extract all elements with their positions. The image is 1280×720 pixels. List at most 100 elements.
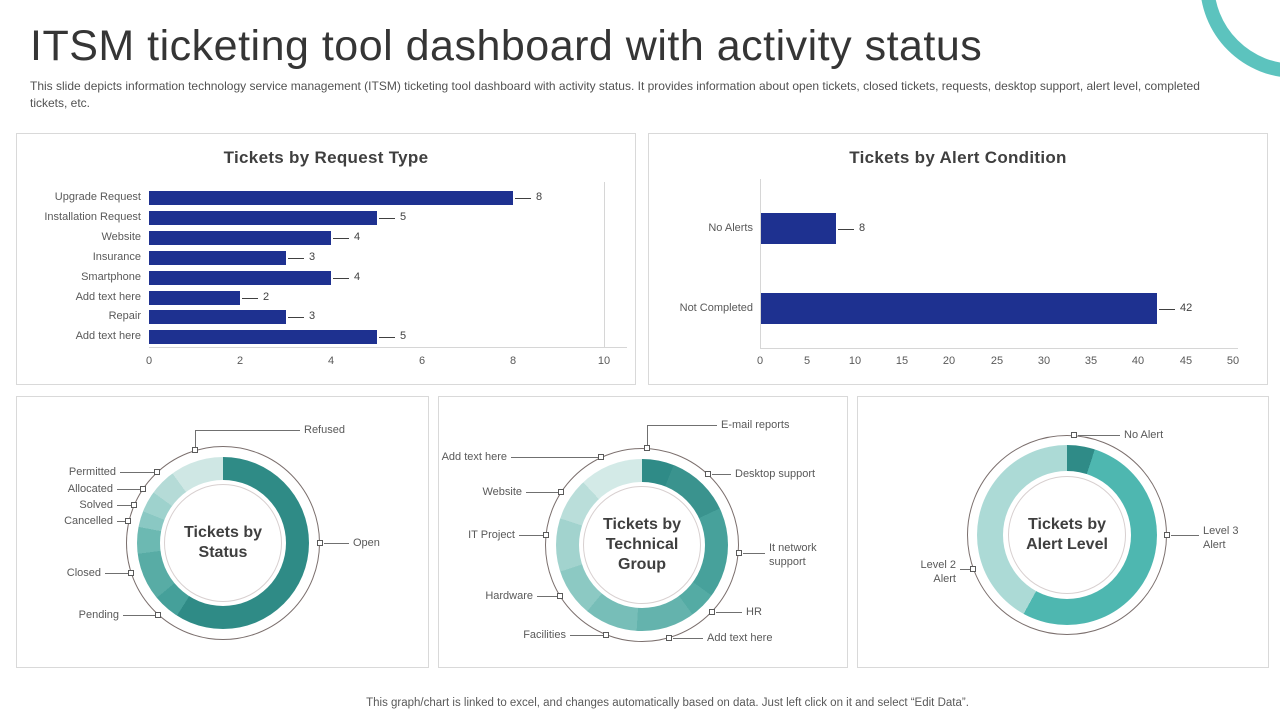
leader-line: [195, 430, 196, 447]
bar: [149, 251, 286, 265]
chart-tickets-by-alert-level[interactable]: Tickets by Alert Level No Alert Level 3 Al…: [857, 396, 1269, 668]
value-label: 5: [400, 211, 407, 223]
category-label: Add text here: [75, 330, 141, 342]
value-label: 4: [354, 231, 361, 243]
chart-tickets-by-request-type[interactable]: Tickets by Request Type Upgrade Request 8…: [16, 133, 636, 385]
leader-marker: [155, 612, 161, 618]
x-tick-label: 50: [1226, 355, 1240, 367]
value-callout-line: [379, 337, 395, 338]
donut-center-label: Tickets by Status: [184, 524, 262, 561]
leader-line: [647, 425, 648, 445]
slice-label: Closed: [66, 567, 101, 579]
slice-label: Website: [482, 486, 522, 498]
slice-label: Permitted: [68, 466, 116, 478]
leader-line: [195, 430, 300, 431]
leader-line: [117, 505, 131, 506]
donut-inner-circle: [164, 484, 282, 602]
slice-label: No Alert: [1124, 429, 1164, 441]
value-callout-line: [379, 218, 395, 219]
chart-tickets-by-alert-condition[interactable]: Tickets by Alert Condition No Alerts 8 Not…: [648, 133, 1268, 385]
category-label: Website: [101, 231, 141, 243]
leader-line: [712, 474, 731, 475]
donut-center-label: Tickets by Alert Level: [1026, 516, 1108, 553]
axis-gridline: [760, 179, 761, 348]
slide-description: This slide depicts information technolog…: [30, 79, 1200, 110]
leader-line: [673, 638, 703, 639]
leader-marker: [558, 489, 564, 495]
x-axis-baseline: [149, 347, 627, 348]
leader-line: [716, 612, 742, 613]
leader-marker: [709, 609, 715, 615]
value-callout-line: [838, 229, 854, 230]
x-tick-label: 40: [1131, 355, 1145, 367]
leader-line: [123, 615, 155, 616]
donut-outer-circle: [545, 448, 739, 642]
leader-marker: [557, 593, 563, 599]
leader-marker: [1164, 532, 1170, 538]
axis-gridline: [604, 182, 605, 347]
x-tick-label: 35: [1084, 355, 1098, 367]
donut-center-label: Tickets by Technical Group: [603, 516, 681, 573]
value-label: 4: [354, 271, 361, 283]
slice-label: It network support: [769, 542, 817, 568]
leader-line: [743, 553, 765, 554]
leader-line: [324, 543, 349, 544]
leader-marker: [543, 532, 549, 538]
bar: [149, 191, 513, 205]
leader-marker: [603, 632, 609, 638]
x-tick-label: 4: [327, 355, 335, 367]
category-label: Installation Request: [44, 211, 141, 223]
x-tick-label: 10: [597, 355, 611, 367]
donut-inner-circle: [1008, 476, 1126, 594]
value-callout-line: [242, 298, 258, 299]
leader-line: [526, 492, 558, 493]
leader-line: [647, 425, 717, 426]
leader-line: [117, 521, 125, 522]
x-tick-label: 5: [803, 355, 811, 367]
leader-marker: [666, 635, 672, 641]
chart-tickets-by-status[interactable]: Tickets by Status Open Pending Closed Cancel…: [16, 396, 429, 668]
value-callout-line: [288, 317, 304, 318]
slice-label: Facilities: [523, 629, 566, 641]
leader-marker: [140, 486, 146, 492]
leader-line: [570, 635, 603, 636]
value-label: 3: [309, 251, 316, 263]
bar: [760, 213, 836, 244]
x-tick-label: 0: [145, 355, 153, 367]
x-tick-label: 2: [236, 355, 244, 367]
x-tick-label: 30: [1037, 355, 1051, 367]
slice-label: HR: [746, 606, 762, 618]
chart-tickets-by-technical-group[interactable]: Tickets by Technical Group E-mail reports…: [438, 396, 848, 668]
leader-line: [1171, 535, 1199, 536]
leader-marker: [1071, 432, 1077, 438]
bar: [149, 231, 331, 245]
value-callout-line: [288, 258, 304, 259]
x-tick-label: 6: [418, 355, 426, 367]
bar: [149, 310, 286, 324]
leader-marker: [736, 550, 742, 556]
category-label: Not Completed: [679, 302, 753, 314]
leader-marker: [131, 502, 137, 508]
bar: [760, 293, 1157, 324]
page-title: ITSM ticketing tool dashboard with activ…: [30, 22, 983, 70]
slice-label: Pending: [78, 609, 119, 621]
x-tick-label: 25: [990, 355, 1004, 367]
leader-marker: [644, 445, 650, 451]
leader-line: [1078, 435, 1120, 436]
x-tick-label: 20: [942, 355, 956, 367]
slice-label: Add text here: [707, 632, 773, 644]
x-axis-baseline: [760, 348, 1238, 349]
value-callout-line: [515, 198, 531, 199]
slice-label: Refused: [304, 424, 345, 436]
leader-marker: [125, 518, 131, 524]
chart-title-request-type: Tickets by Request Type: [223, 148, 429, 167]
decorative-circle-ring: [1200, 0, 1280, 78]
value-label: 2: [263, 291, 270, 303]
bar: [149, 330, 377, 344]
footer-note: This graph/chart is linked to excel, and…: [366, 697, 969, 709]
category-label: Insurance: [92, 251, 141, 263]
leader-line: [117, 489, 140, 490]
slice-label: Allocated: [67, 483, 113, 495]
slice-label: Open: [353, 537, 380, 549]
x-tick-label: 45: [1179, 355, 1193, 367]
